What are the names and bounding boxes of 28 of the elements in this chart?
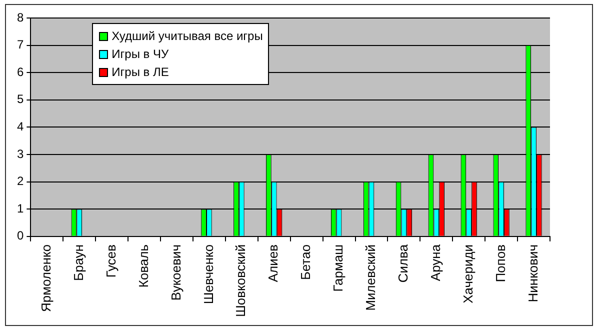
x-tick-label: Силва	[396, 244, 411, 283]
x-tick-label: Алиев	[266, 244, 281, 282]
x-tick-label: Вукоевич	[168, 244, 184, 301]
x-tick-label: Шевченко	[200, 244, 216, 304]
legend-label: Игры в ЛЕ	[112, 64, 169, 81]
y-tick-label: 4	[16, 120, 24, 134]
x-tick-label: Аруна	[428, 244, 443, 282]
x-tick-label: Гусев	[103, 244, 118, 278]
y-tick-label: 5	[16, 92, 24, 106]
y-tick-label: 2	[16, 174, 24, 188]
x-tick-label: Милевский	[363, 244, 378, 311]
x-tick-label: Коваль	[136, 244, 151, 288]
x-tick-label: Браун	[70, 244, 86, 281]
x-tick-label: Хачериди	[460, 244, 476, 304]
y-tick-label: 6	[16, 64, 24, 79]
x-tick-label: Ярмоленко	[38, 244, 54, 312]
x-tick-label: Попов	[492, 244, 508, 282]
y-tick-label: 3	[16, 146, 24, 161]
y-tick-label: 7	[16, 38, 24, 52]
legend-label: Игры в ЧУ	[112, 46, 169, 63]
legend-label: Худший учитывая все игры	[112, 28, 263, 45]
y-tick-label: 0	[16, 228, 24, 243]
x-tick-label: Гармаш	[330, 244, 346, 292]
x-tick-label: Шовковский	[233, 244, 248, 318]
x-tick-label: Бетао	[298, 244, 314, 280]
y-tick-label: 1	[16, 201, 24, 216]
y-tick-label: 8	[16, 10, 24, 24]
x-tick-label: Нинкович	[525, 244, 540, 302]
